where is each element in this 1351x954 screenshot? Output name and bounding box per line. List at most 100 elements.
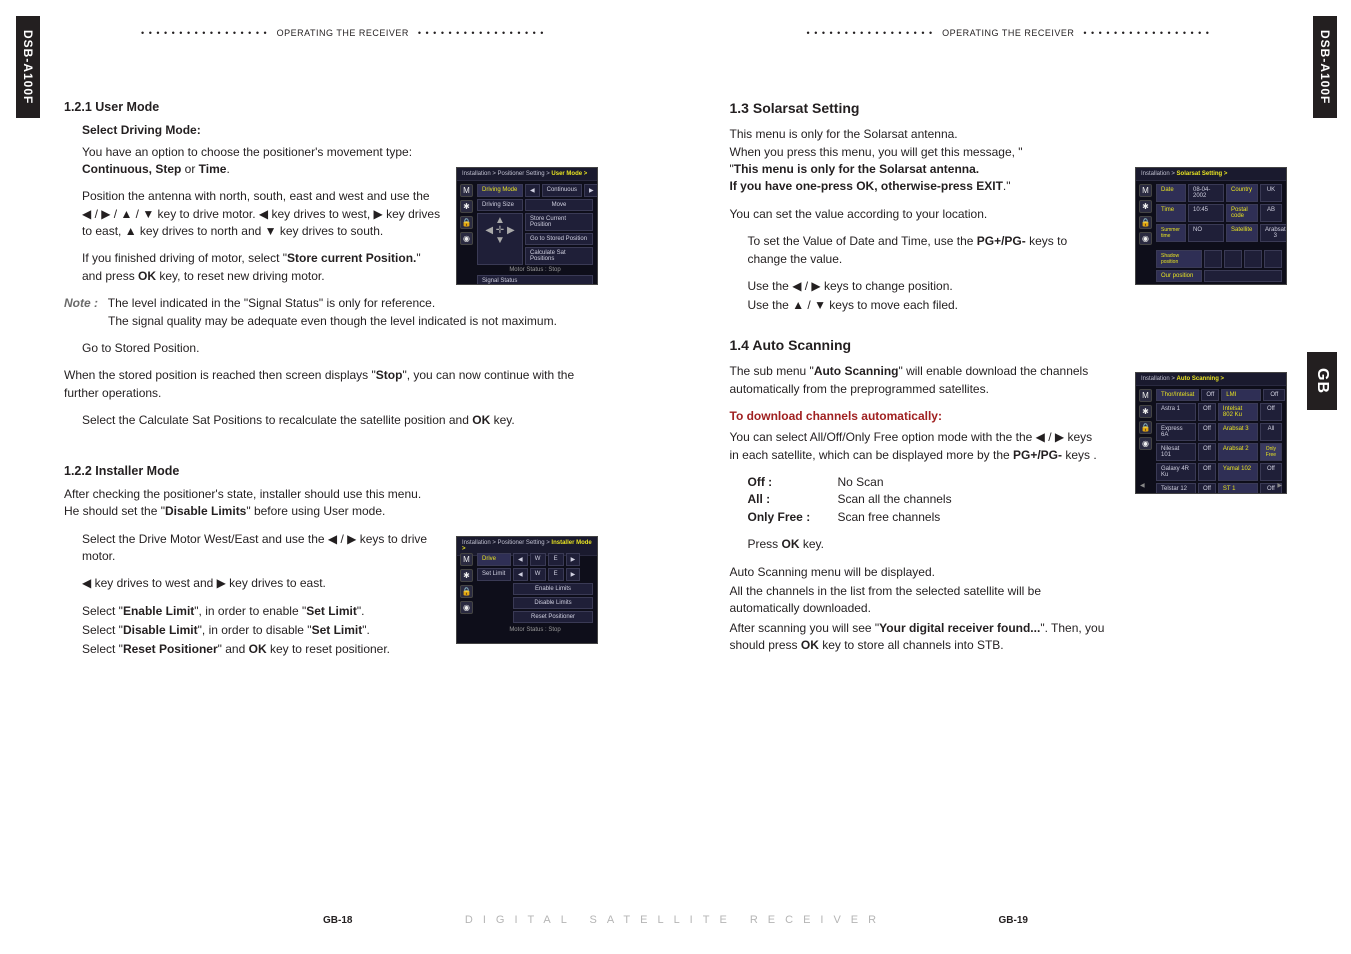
thumb-icons-2: M✱🔒◉ — [460, 553, 473, 614]
auto-rv-2: All — [1260, 423, 1282, 441]
auto-rv-1: Off — [1260, 403, 1282, 421]
p8: ◀ key drives to west and ▶ key drives to… — [82, 575, 432, 592]
ss-time-l: Time — [1156, 204, 1186, 222]
um-goto: Go to Stored Position — [525, 233, 593, 245]
page-right: DSB-A100F GB • • • • • • • • • • • • • •… — [676, 0, 1351, 954]
heading-1-3: 1.3 Solarsat Setting — [730, 98, 1250, 118]
ss-summer-l: Summer time — [1156, 224, 1186, 242]
p3-b: Store current Position. — [287, 251, 416, 265]
ss-sat-v: Arabsat 3 — [1260, 224, 1287, 242]
p14-e-ok: OK — [801, 638, 819, 652]
auto-l-2: Express 6A — [1156, 423, 1196, 441]
p14-e-a: After scanning you will see " — [730, 621, 880, 635]
p4-b: Stop — [376, 368, 403, 382]
thumb-solarsat: Installation > Solarsat Setting > M✱🔒◉ D… — [1135, 167, 1287, 285]
um-motor: Motor Status : Stop — [477, 267, 593, 273]
p13-e: ." — [1003, 179, 1011, 193]
auto-rv-0: Off — [1263, 389, 1285, 401]
auto-l-0: Thor/Intelsat — [1156, 389, 1199, 401]
p11-ok: OK — [249, 642, 267, 656]
icon-disc: ◉ — [460, 232, 473, 245]
auto-r-1: Intelsat 802 Ku — [1218, 403, 1258, 421]
tb-ss-title-b: Solarsat Setting > — [1177, 171, 1228, 177]
p14-a-a: The sub menu " — [730, 364, 814, 378]
p11-c: " and — [218, 642, 249, 656]
um-calc: Calculate Sat Positions — [525, 247, 593, 265]
ss-shadow: Shadow position — [1156, 250, 1202, 268]
um-move: Move — [525, 199, 593, 211]
ss-date-l: Date — [1156, 184, 1186, 202]
heading-1-2-1: 1.2.1 User Mode — [64, 98, 584, 116]
ss-time-v: 10:45 — [1188, 204, 1224, 222]
p6-c: " before using User mode. — [246, 504, 385, 518]
stored-pos: Go to Stored Position. — [82, 340, 584, 357]
um-drive-mode: Driving Mode — [477, 184, 523, 197]
auto-r-2: Arabsat 3 — [1218, 423, 1258, 441]
footer-spread-text: DIGITAL SATELLITE RECEIVER — [465, 914, 886, 926]
ss-post-v: AB — [1260, 204, 1282, 222]
auto-l-1: Astra 1 — [1156, 403, 1196, 421]
p14-a-b: Auto Scanning — [814, 364, 899, 378]
page-header-left: • • • • • • • • • • • • • • • • • OPERAT… — [64, 28, 622, 38]
p9-c: ", in order to enable " — [194, 604, 306, 618]
p3-ok: OK — [138, 269, 156, 283]
p1-or: or — [185, 162, 199, 176]
p13-d: If you have one-press OK, otherwise-pres… — [730, 179, 1003, 193]
p13-g-a: To set the Value of Date and Time, use t… — [748, 234, 977, 248]
p10-e: ". — [362, 623, 370, 637]
tb-ss-title-a: Installation > — [1141, 171, 1175, 177]
icon-lock: 🔒 — [460, 216, 473, 229]
ss-post-l: Postal code — [1226, 204, 1258, 222]
p14-d: All the channels in the list from the se… — [730, 583, 1110, 618]
auto-lv-1: Off — [1198, 403, 1216, 421]
thumb-auto-scan: Installation > Auto Scanning > M✱🔒◉ Thor… — [1135, 372, 1287, 494]
um-cont: Continuous — [542, 184, 582, 197]
header-dots-l2: • • • • • • • • • • • • • • • • • — [418, 28, 545, 38]
press-ok-c: key. — [800, 537, 824, 551]
select-driving-heading: Select Driving Mode: — [82, 122, 584, 139]
spine-tab-right-mid: GB — [1307, 352, 1337, 410]
auto-rv-3: Only Free — [1260, 443, 1282, 461]
def-off-v: No Scan — [838, 474, 884, 491]
p9-b: Enable Limit — [123, 604, 194, 618]
thumb-icons-1: M ✱ 🔒 ◉ — [460, 184, 473, 245]
header-dots-r2: • • • • • • • • • • • • • • • • • — [1083, 28, 1210, 38]
spine-tab-left: DSB-A100F — [16, 16, 40, 118]
auto-lv-3: Off — [1198, 443, 1216, 461]
p9-d: Set Limit — [306, 604, 357, 618]
p1-text-a: You have an option to choose the positio… — [82, 145, 412, 159]
tb-um-title-b: User Mode > — [551, 171, 587, 177]
tb-as-title-a: Installation > — [1141, 376, 1175, 382]
def-off-l: Off : — [748, 474, 838, 491]
ss-country-l: Country — [1226, 184, 1258, 202]
header-text-l: OPERATING THE RECEIVER — [277, 28, 409, 38]
icon-gear: ✱ — [460, 200, 473, 213]
def-only-l: Only Free : — [748, 509, 838, 526]
header-dots-l1: • • • • • • • • • • • • • • • • • — [141, 28, 268, 38]
p1-cont-step: Continuous, Step — [82, 162, 185, 176]
p14-e-d: key to store all channels into STB. — [819, 638, 1004, 652]
ss-ourpos: Our position — [1156, 270, 1202, 282]
auto-lv-4: Off — [1198, 463, 1216, 481]
p2: Position the antenna with north, south, … — [82, 188, 442, 240]
tb-as-title-b: Auto Scanning > — [1177, 376, 1225, 382]
p11-a: Select " — [82, 642, 123, 656]
heading-1-2-2: 1.2.2 Installer Mode — [64, 462, 584, 480]
p6-b: Disable Limits — [165, 504, 246, 518]
def-all-v: Scan all the channels — [838, 491, 952, 508]
note2: The signal quality may be adequate even … — [108, 313, 557, 330]
auto-lv-2: Off — [1198, 423, 1216, 441]
p10-b: Disable Limit — [123, 623, 198, 637]
note-label: Note : — [64, 296, 98, 310]
heading-1-4: 1.4 Auto Scanning — [730, 335, 1250, 355]
ss-date-v: 08-04-2002 — [1188, 184, 1224, 202]
header-text-r: OPERATING THE RECEIVER — [942, 28, 1074, 38]
in-enable: Enable Limits — [513, 583, 593, 595]
p14-e-b: Your digital receiver found... — [879, 621, 1040, 635]
in-reset: Reset Positioner — [513, 611, 593, 623]
p11-b: Reset Positioner — [123, 642, 218, 656]
def-only-v: Scan free channels — [838, 509, 941, 526]
page-header-right: • • • • • • • • • • • • • • • • • OPERAT… — [730, 28, 1288, 38]
p9-e: ". — [357, 604, 365, 618]
auto-right-arrow: ▶ — [1277, 482, 1282, 489]
